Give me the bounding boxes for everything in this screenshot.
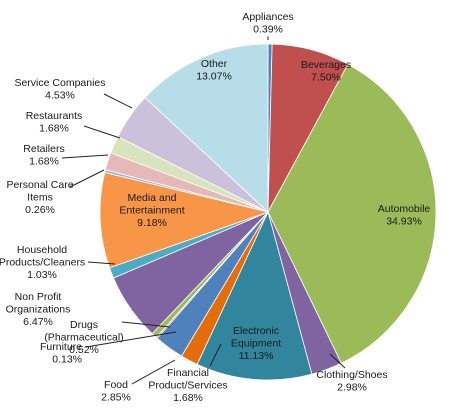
label-non-profit-organizations: Non Profit Organizations 6.47% [6, 291, 71, 328]
label-food: Food 2.85% [101, 379, 131, 404]
value-appliances: 0.39% [253, 24, 283, 36]
label-drugs-pharmaceutical: Drugs (Pharmaceutical) 0.52% [44, 319, 123, 356]
pie-slices [99, 43, 437, 381]
value-clothing-shoes: 2.98% [337, 382, 367, 394]
label-restaurants: Restaurants 1.68% [26, 110, 83, 135]
leader-clothing-shoes [329, 353, 346, 369]
slice-media-and-entertainment [99, 171, 270, 269]
value-media-and-entertainment: 9.18% [137, 217, 167, 229]
leader-household-products-cleaners [87, 261, 116, 265]
leader-financial-product-services [209, 343, 222, 367]
label-household-products-cleaners: Household Products/Cleaners 1.03% [0, 244, 85, 281]
value-restaurants: 1.68% [39, 123, 69, 135]
value-furniture: 0.13% [52, 354, 82, 366]
value-household-products-cleaners: 1.03% [27, 269, 57, 281]
leader-retailers [61, 154, 109, 159]
slice-labels: Appliances 0.39% Beverages 7.50% Automobile 3… [0, 11, 430, 404]
leader-furniture [85, 331, 177, 348]
leader-drugs-pharmaceutical [121, 321, 171, 328]
slice-other [144, 43, 269, 213]
label-beverages: Beverages 7.50% [301, 59, 351, 84]
leader-service-companies [103, 93, 133, 109]
leader-food [131, 359, 176, 385]
leader-personal-care-items [69, 169, 105, 188]
value-non-profit-organizations: 6.47% [23, 316, 53, 328]
label-other: Other 13.07% [196, 58, 232, 83]
label-media-and-entertainment: Media and Entertainment 9.18% [119, 192, 184, 229]
slice-electronic-equipment [196, 210, 313, 381]
label-financial-product-services: Financial Product/Services 1.68% [148, 367, 227, 404]
label-service-companies: Service Companies 4.53% [14, 77, 105, 102]
leader-restaurants [83, 125, 121, 139]
value-financial-product-services: 1.68% [173, 392, 203, 404]
value-food: 2.85% [101, 392, 131, 404]
value-automobile: 34.93% [386, 216, 422, 228]
value-other: 13.07% [196, 71, 232, 83]
label-furniture: Furniture 0.13% [40, 341, 82, 366]
label-appliances: Appliances 0.39% [242, 11, 293, 36]
label-automobile: Automobile 34.93% [378, 203, 431, 228]
value-electronic-equipment: 11.13% [239, 350, 274, 362]
value-personal-care-items: 0.26% [25, 204, 55, 216]
value-service-companies: 4.53% [45, 90, 75, 102]
value-drugs-pharmaceutical: 0.52% [69, 344, 99, 356]
label-retailers: Retailers 1.68% [23, 143, 64, 168]
slice-automobile [267, 63, 437, 364]
value-retailers: 1.68% [29, 156, 59, 168]
label-personal-care-items: Personal Care Items 0.26% [6, 179, 73, 216]
label-electronic-equipment: Electronic Equipment 11.13% [231, 325, 281, 362]
value-beverages: 7.50% [311, 72, 341, 84]
label-clothing-shoes: Clothing/Shoes 2.98% [316, 369, 387, 394]
leader-lines [61, 36, 346, 385]
